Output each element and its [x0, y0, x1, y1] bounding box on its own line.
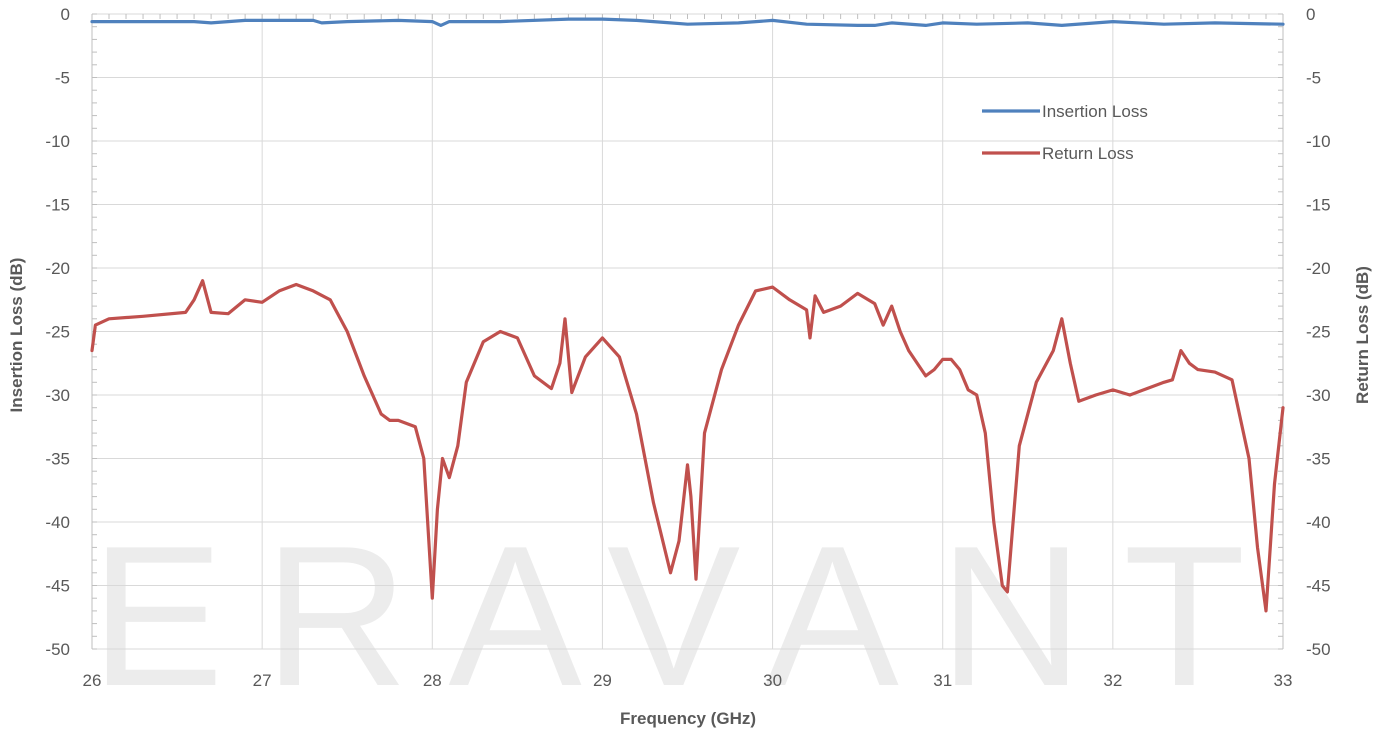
y-left-tick-label: -25	[45, 323, 70, 342]
y-right-tick-labels: 0 -5 -10 -15 -20 -25 -30 -35 -40 -45 -50	[1306, 5, 1331, 659]
y-right-tick-label: -5	[1306, 69, 1321, 88]
y-left-tick-label: 0	[61, 5, 70, 24]
y-left-tick-label: -45	[45, 577, 70, 596]
y-right-tick-label: -25	[1306, 323, 1331, 342]
series-line-return-loss	[90, 279, 1285, 613]
y-right-tick-label: -30	[1306, 386, 1331, 405]
y-right-tick-label: -20	[1306, 259, 1331, 278]
y-right-tick-label: -45	[1306, 577, 1331, 596]
legend-label: Insertion Loss	[1042, 102, 1148, 121]
y-left-tick-label: -40	[45, 513, 70, 532]
x-tick-label: 28	[423, 671, 442, 690]
axes	[91, 13, 1284, 650]
y-left-tick-label: -10	[45, 132, 70, 151]
grid-lines	[91, 13, 1284, 650]
x-tick-label: 30	[763, 671, 782, 690]
series-group	[90, 17, 1285, 613]
y-axis-left-title: Insertion Loss (dB)	[7, 258, 26, 413]
y-right-tick-label: -10	[1306, 132, 1331, 151]
y-right-tick-label: -50	[1306, 640, 1331, 659]
y-left-tick-label: -5	[55, 69, 70, 88]
y-right-tick-label: -40	[1306, 513, 1331, 532]
x-tick-label: 32	[1103, 671, 1122, 690]
y-right-tick-label: 0	[1306, 5, 1315, 24]
x-tick-label: 33	[1274, 671, 1293, 690]
legend: Insertion Loss Return Loss	[982, 102, 1148, 163]
x-tick-label: 29	[593, 671, 612, 690]
x-tick-label: 27	[253, 671, 272, 690]
y-left-tick-label: -35	[45, 450, 70, 469]
y-left-tick-labels: 0 -5 -10 -15 -20 -25 -30 -35 -40 -45 -50	[45, 5, 70, 659]
y-left-tick-label: -15	[45, 196, 70, 215]
x-axis-title: Frequency (GHz)	[620, 709, 756, 728]
x-tick-label: 31	[933, 671, 952, 690]
y-right-tick-label: -15	[1306, 196, 1331, 215]
y-axis-right-title: Return Loss (dB)	[1353, 266, 1372, 404]
y-left-tick-label: -20	[45, 259, 70, 278]
legend-label: Return Loss	[1042, 144, 1134, 163]
x-tick-label: 26	[83, 671, 102, 690]
series-line-insertion-loss	[90, 17, 1285, 27]
y-right-tick-label: -35	[1306, 450, 1331, 469]
y-left-tick-label: -50	[45, 640, 70, 659]
watermark-text: ERAVANT	[91, 505, 1286, 728]
y-left-tick-label: -30	[45, 386, 70, 405]
x-tick-labels: 26 27 28 29 30 31 32 33	[83, 671, 1293, 690]
